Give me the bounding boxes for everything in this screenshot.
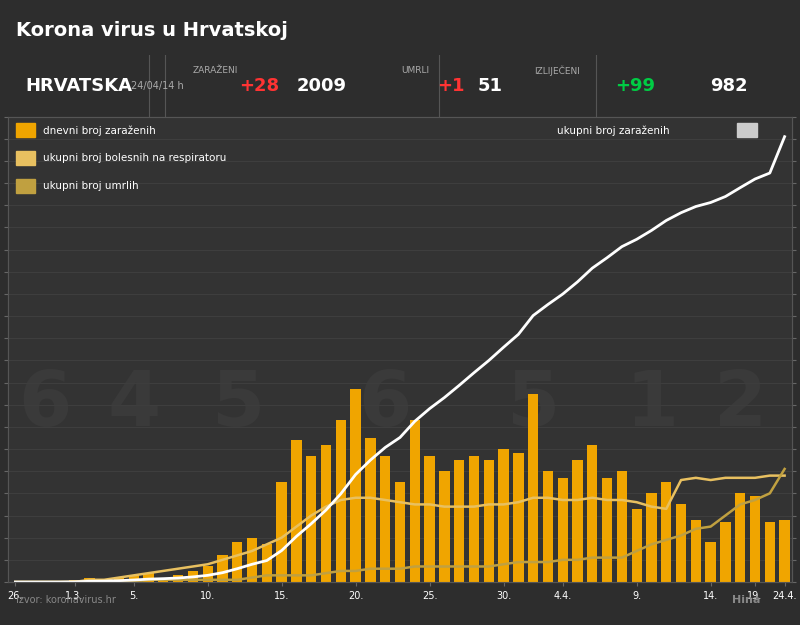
Bar bbox=[498, 449, 509, 582]
Bar bbox=[572, 460, 582, 582]
Text: 6: 6 bbox=[358, 368, 412, 442]
Text: Hina: Hina bbox=[732, 596, 761, 606]
Text: UMRLI: UMRLI bbox=[402, 66, 430, 75]
Bar bbox=[143, 573, 154, 582]
Bar bbox=[218, 556, 228, 582]
Bar bbox=[558, 478, 568, 582]
Bar bbox=[706, 542, 716, 582]
Bar bbox=[158, 578, 169, 582]
Bar bbox=[202, 566, 213, 582]
Bar bbox=[321, 444, 331, 582]
Bar bbox=[528, 394, 538, 582]
Bar bbox=[129, 576, 139, 582]
Bar bbox=[483, 460, 494, 582]
Bar bbox=[690, 520, 701, 582]
Text: +28: +28 bbox=[239, 77, 279, 95]
Bar bbox=[232, 542, 242, 582]
Bar bbox=[454, 460, 464, 582]
Bar bbox=[291, 440, 302, 582]
Text: 2: 2 bbox=[714, 368, 766, 442]
Text: 24/04/14 h: 24/04/14 h bbox=[130, 81, 183, 91]
FancyBboxPatch shape bbox=[737, 124, 757, 138]
Bar bbox=[646, 493, 657, 582]
Bar bbox=[410, 420, 420, 582]
Bar bbox=[631, 509, 642, 582]
Text: IZLIJEČENI: IZLIJEČENI bbox=[534, 65, 580, 76]
Text: 6: 6 bbox=[18, 368, 72, 442]
FancyBboxPatch shape bbox=[16, 179, 35, 193]
Text: 5: 5 bbox=[210, 368, 264, 442]
Bar bbox=[587, 444, 598, 582]
Text: 51: 51 bbox=[478, 77, 502, 95]
Text: +99: +99 bbox=[615, 77, 655, 95]
Bar bbox=[173, 576, 183, 582]
Text: HRVATSKA: HRVATSKA bbox=[25, 77, 132, 95]
Bar bbox=[661, 482, 671, 582]
Bar bbox=[779, 520, 790, 582]
Text: 4: 4 bbox=[107, 368, 160, 442]
Bar bbox=[439, 471, 450, 582]
Bar bbox=[720, 522, 730, 582]
Text: ZARAŽENI: ZARAŽENI bbox=[193, 66, 238, 75]
Bar bbox=[602, 478, 612, 582]
Bar bbox=[277, 482, 287, 582]
Bar bbox=[70, 580, 80, 582]
Bar bbox=[262, 544, 272, 582]
Text: 1: 1 bbox=[625, 368, 678, 442]
Bar bbox=[765, 522, 775, 582]
Bar bbox=[735, 493, 746, 582]
Text: 2009: 2009 bbox=[297, 77, 346, 95]
Bar bbox=[425, 456, 434, 582]
Bar bbox=[676, 504, 686, 582]
Bar bbox=[469, 456, 479, 582]
Bar bbox=[542, 471, 553, 582]
Bar bbox=[366, 438, 375, 582]
Bar bbox=[513, 453, 523, 582]
FancyBboxPatch shape bbox=[16, 124, 35, 138]
Text: ukupni broj umrlih: ukupni broj umrlih bbox=[43, 181, 139, 191]
Bar bbox=[380, 456, 390, 582]
Bar bbox=[350, 389, 361, 582]
Bar bbox=[84, 578, 94, 582]
FancyBboxPatch shape bbox=[16, 151, 35, 166]
Bar bbox=[188, 571, 198, 582]
Bar bbox=[617, 471, 627, 582]
Text: 982: 982 bbox=[710, 77, 748, 95]
Text: ukupni broj bolesnih na respiratoru: ukupni broj bolesnih na respiratoru bbox=[43, 153, 226, 163]
Text: dnevni broj zaraženih: dnevni broj zaraženih bbox=[43, 125, 156, 136]
Bar bbox=[99, 580, 110, 582]
Bar bbox=[114, 578, 124, 582]
Text: Korona virus u Hrvatskoj: Korona virus u Hrvatskoj bbox=[16, 21, 288, 40]
Text: +1: +1 bbox=[438, 77, 465, 95]
Text: 5: 5 bbox=[506, 368, 560, 442]
Text: Izvor: koronavirus.hr: Izvor: koronavirus.hr bbox=[16, 596, 116, 606]
Bar bbox=[247, 538, 258, 582]
Bar bbox=[336, 420, 346, 582]
Bar bbox=[395, 482, 405, 582]
Text: ukupni broj zaraženih: ukupni broj zaraženih bbox=[557, 125, 670, 136]
Bar bbox=[750, 496, 760, 582]
Bar bbox=[306, 456, 317, 582]
